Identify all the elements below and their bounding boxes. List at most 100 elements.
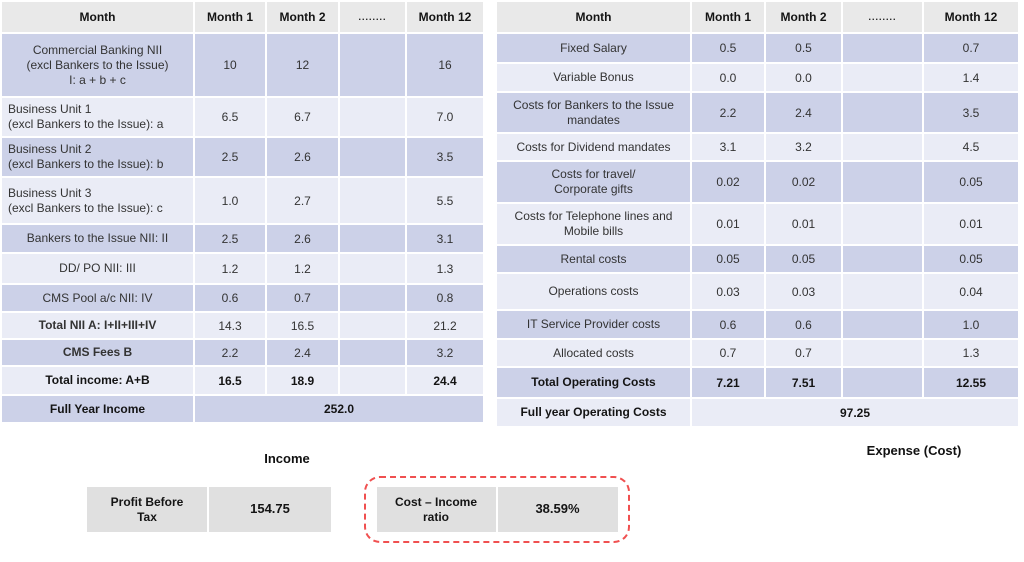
cell-m2: 0.0 (766, 64, 841, 91)
cell-m1: 0.02 (692, 162, 764, 202)
cell-m12: 5.5 (407, 178, 483, 223)
cell-m1: 0.5 (692, 34, 764, 62)
cell-m2: 2.4 (766, 93, 841, 132)
row-label: CMS Fees B (2, 340, 193, 365)
expense-table: Month Month 1 Month 2 ........ Month 12 … (495, 0, 1020, 428)
row-label: Full year Operating Costs (497, 399, 690, 426)
cell-m12: 16 (407, 34, 483, 96)
expense-column-header-month2: Month 2 (766, 2, 841, 32)
cell-m2: 0.03 (766, 274, 841, 309)
cell-dots (843, 368, 922, 397)
cell-m1: 2.5 (195, 225, 265, 252)
cell-m1: 1.2 (195, 254, 265, 283)
row-label: CMS Pool a/c NII: IV (2, 285, 193, 311)
profit-before-tax-label: Profit Before Tax (87, 487, 207, 532)
cell-m1: 2.2 (692, 93, 764, 132)
cell-m2: 2.6 (267, 225, 338, 252)
table-row: Fixed Salary 0.5 0.5 0.7 (497, 34, 1018, 62)
table-row: DD/ PO NII: III 1.2 1.2 1.3 (2, 254, 483, 283)
cell-m12: 12.55 (924, 368, 1018, 397)
cell-m12: 0.8 (407, 285, 483, 311)
table-row: Costs for travel/ Corporate gifts 0.02 0… (497, 162, 1018, 202)
table-row-full-year-income: Full Year Income 252.0 (2, 396, 483, 422)
cell-m1: 14.3 (195, 313, 265, 338)
cell-dots (340, 34, 405, 96)
income-column-header-month12: Month 12 (407, 2, 483, 32)
cell-m12: 0.05 (924, 246, 1018, 272)
row-label: DD/ PO NII: III (2, 254, 193, 283)
cell-m1: 0.05 (692, 246, 764, 272)
cell-dots (843, 162, 922, 202)
cell-m2: 6.7 (267, 98, 338, 136)
cell-m2: 1.2 (267, 254, 338, 283)
income-column-header-month: Month (2, 2, 193, 32)
income-caption: Income (264, 451, 310, 466)
cell-m12: 3.5 (407, 138, 483, 176)
cell-m2: 0.7 (766, 340, 841, 366)
cell-m2: 0.02 (766, 162, 841, 202)
cell-dots (340, 340, 405, 365)
cell-dots (340, 367, 405, 394)
table-row: Costs for Telephone lines and Mobile bil… (497, 204, 1018, 244)
cell-m1: 0.01 (692, 204, 764, 244)
cell-m12: 24.4 (407, 367, 483, 394)
cell-m2: 7.51 (766, 368, 841, 397)
cell-m12: 3.5 (924, 93, 1018, 132)
row-label: Rental costs (497, 246, 690, 272)
cell-m1: 0.6 (692, 311, 764, 338)
cell-m2: 16.5 (267, 313, 338, 338)
table-row-total-income: Total income: A+B 16.5 18.9 24.4 (2, 367, 483, 394)
cell-m12: 1.0 (924, 311, 1018, 338)
cell-dots (340, 138, 405, 176)
cell-dots (843, 274, 922, 309)
table-row: IT Service Provider costs 0.6 0.6 1.0 (497, 311, 1018, 338)
cell-m12: 3.2 (407, 340, 483, 365)
table-row: Rental costs 0.05 0.05 0.05 (497, 246, 1018, 272)
cell-dots (843, 93, 922, 132)
cell-m12: 0.04 (924, 274, 1018, 309)
row-label: IT Service Provider costs (497, 311, 690, 338)
cell-m12: 21.2 (407, 313, 483, 338)
table-row: CMS Pool a/c NII: IV 0.6 0.7 0.8 (2, 285, 483, 311)
cell-m1: 0.0 (692, 64, 764, 91)
table-row-full-year-operating-costs: Full year Operating Costs 97.25 (497, 399, 1018, 426)
profit-before-tax-value: 154.75 (209, 487, 331, 532)
table-row-total-operating-costs: Total Operating Costs 7.21 7.51 12.55 (497, 368, 1018, 397)
cell-m1: 7.21 (692, 368, 764, 397)
cell-m1: 6.5 (195, 98, 265, 136)
row-label: Costs for travel/ Corporate gifts (497, 162, 690, 202)
cell-dots (340, 285, 405, 311)
income-column-header-ellipsis: ........ (340, 2, 405, 32)
cell-m2: 0.7 (267, 285, 338, 311)
cell-m1: 0.03 (692, 274, 764, 309)
cell-dots (843, 246, 922, 272)
cost-income-ratio-box: Cost – Income ratio 38.59% (376, 487, 618, 532)
row-label: Costs for Telephone lines and Mobile bil… (497, 204, 690, 244)
cell-m12: 4.5 (924, 134, 1018, 160)
table-row: Business Unit 3 (excl Bankers to the Iss… (2, 178, 483, 223)
cell-dots (843, 134, 922, 160)
row-label: Operations costs (497, 274, 690, 309)
cell-m2: 18.9 (267, 367, 338, 394)
row-label: Full Year Income (2, 396, 193, 422)
cell-m1: 16.5 (195, 367, 265, 394)
cell-m12: 0.7 (924, 34, 1018, 62)
cell-m12: 1.3 (407, 254, 483, 283)
row-label: Costs for Bankers to the Issue mandates (497, 93, 690, 132)
cell-m2: 0.5 (766, 34, 841, 62)
cell-dots (340, 254, 405, 283)
row-label: Business Unit 1 (excl Bankers to the Iss… (2, 98, 193, 136)
cell-m1: 0.6 (195, 285, 265, 311)
cell-m12: 1.4 (924, 64, 1018, 91)
cell-dots (843, 340, 922, 366)
table-row: Allocated costs 0.7 0.7 1.3 (497, 340, 1018, 366)
table-row: Operations costs 0.03 0.03 0.04 (497, 274, 1018, 309)
expense-column-header-month1: Month 1 (692, 2, 764, 32)
table-row: Total NII A: I+II+III+IV 14.3 16.5 21.2 (2, 313, 483, 338)
cell-m2: 12 (267, 34, 338, 96)
expense-column-header-ellipsis: ........ (843, 2, 922, 32)
cell-dots (843, 64, 922, 91)
cell-m2: 0.05 (766, 246, 841, 272)
table-row: Bankers to the Issue NII: II 2.5 2.6 3.1 (2, 225, 483, 252)
